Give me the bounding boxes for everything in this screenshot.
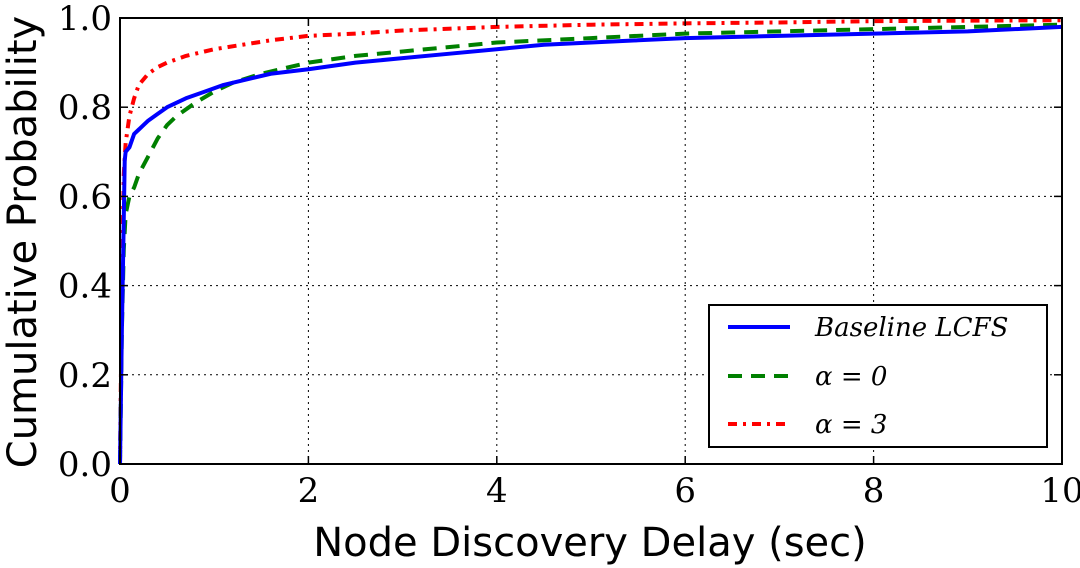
- x-axis-label: Node Discovery Delay (sec): [313, 520, 867, 566]
- legend-label-0: Baseline LCFS: [814, 313, 1008, 343]
- y-tick-label: 0.0: [58, 445, 112, 485]
- x-tick-label: 8: [863, 471, 885, 511]
- tick-layer: 0 2 4 6 8 10 0.0 0.2 0.4 0.6 0.8 1.0: [58, 0, 1080, 511]
- y-tick-label: 0.6: [58, 177, 112, 217]
- legend: Baseline LCFS α = 0 α = 3: [708, 304, 1048, 448]
- plot-frame: [119, 17, 1063, 465]
- legend-label-1: α = 0: [815, 362, 887, 392]
- x-tick-label: 6: [674, 471, 696, 511]
- x-tick-label: 2: [298, 471, 320, 511]
- x-tick-label: 0: [109, 471, 131, 511]
- y-tick-label: 1.0: [58, 0, 112, 39]
- y-tick-label: 0.4: [58, 267, 112, 307]
- x-tick-label: 4: [486, 471, 508, 511]
- x-tick-label: 10: [1040, 471, 1080, 511]
- series-line-2: [118, 18, 1063, 465]
- legend-label-2: α = 3: [815, 410, 887, 440]
- y-tick-label: 0.8: [58, 88, 112, 128]
- series-line-1: [118, 22, 1063, 465]
- grid-layer: [120, 18, 1062, 464]
- y-tick-label: 0.2: [58, 356, 112, 396]
- series-layer: [118, 18, 1063, 465]
- series-line-0: [118, 24, 1063, 465]
- y-axis-label: Cumulative Probability: [0, 16, 46, 468]
